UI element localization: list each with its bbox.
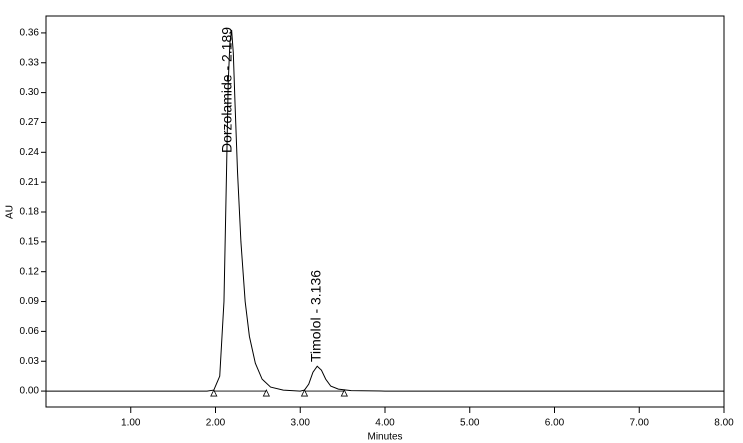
x-tick-label: 3.00 [291,418,311,429]
x-axis-label: Minutes [367,432,402,443]
x-tick-label: 6.00 [545,418,565,429]
y-tick-label: 0.18 [20,207,40,218]
x-tick-label: 5.00 [460,418,480,429]
baseline-marker [210,389,218,397]
y-tick-label: 0.06 [20,326,40,337]
y-tick-label: 0.12 [20,266,40,277]
y-tick-label: 0.00 [20,386,40,397]
y-tick-label: 0.30 [20,87,40,98]
x-tick-label: 2.00 [206,418,226,429]
trace-line [46,29,724,392]
y-tick-label: 0.36 [20,28,40,39]
y-axis-label: AU [5,205,16,219]
y-tick-label: 0.27 [20,117,40,128]
y-tick-label: 0.21 [20,177,40,188]
peak-annotation: Dorzolamide - 2.189 [219,27,235,153]
y-tick-label: 0.24 [20,147,40,158]
baseline-marker [300,389,309,397]
y-tick-label: 0.09 [20,296,40,307]
x-tick-label: 4.00 [375,418,395,429]
x-tick-label: 8.00 [714,418,734,429]
y-tick-label: 0.03 [20,356,40,367]
baseline-marker [262,389,270,397]
y-tick-label: 0.15 [20,236,40,247]
x-tick-label: 1.00 [121,418,141,429]
x-tick-label: 7.00 [630,418,650,429]
peak-annotation: Timolol - 3.136 [308,270,324,362]
y-tick-label: 0.33 [20,57,40,68]
baseline-marker [340,389,348,397]
plot-frame [45,15,725,408]
